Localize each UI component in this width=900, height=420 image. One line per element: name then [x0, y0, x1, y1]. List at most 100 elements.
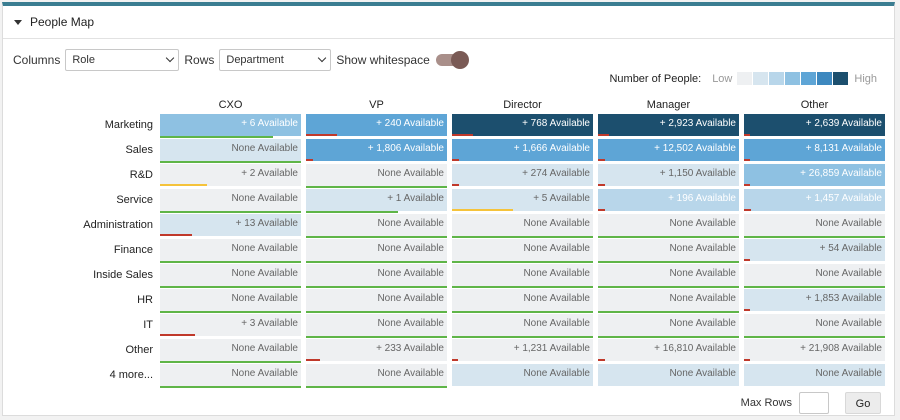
cell-availability-text: None Available	[377, 168, 444, 179]
legend-swatches	[737, 72, 849, 85]
heatmap-cell[interactable]: + 274 Available	[452, 164, 593, 186]
cell-availability-text: None Available	[669, 318, 736, 329]
cell-availability-bar	[598, 184, 606, 186]
heatmap-cell[interactable]: + 1 Available	[306, 189, 447, 213]
heatmap-cell[interactable]: + 1,853 Available	[744, 289, 885, 311]
heatmap-cell[interactable]: + 768 Available	[452, 114, 593, 136]
cell-availability-bar	[598, 209, 606, 211]
cell-availability-text: + 21,908 Available	[800, 343, 882, 354]
heatmap-cell[interactable]: None Available	[598, 214, 739, 238]
heatmap-cell[interactable]: None Available	[160, 239, 301, 263]
show-whitespace-toggle[interactable]	[435, 51, 469, 69]
heatmap-cell[interactable]: + 26,859 Available	[744, 164, 885, 186]
heatmap-cell[interactable]: + 196 Available	[598, 189, 739, 211]
legend-swatch	[801, 72, 817, 85]
cell-availability-bar	[452, 134, 474, 136]
heatmap-cell[interactable]: None Available	[598, 314, 739, 338]
heatmap-cell[interactable]: None Available	[598, 239, 739, 263]
cell-availability-bar	[306, 359, 321, 361]
heatmap-cell[interactable]: None Available	[598, 364, 739, 386]
heatmap-cell[interactable]: None Available	[160, 364, 301, 388]
heatmap-cell[interactable]: None Available	[160, 264, 301, 288]
heatmap-cell[interactable]: None Available	[306, 264, 447, 288]
heatmap-cell[interactable]: None Available	[744, 264, 885, 288]
heatmap-cell[interactable]: + 1,231 Available	[452, 339, 593, 361]
heatmap-cell[interactable]: None Available	[160, 289, 301, 313]
cell-availability-bar	[744, 309, 750, 311]
cell-availability-text: None Available	[523, 218, 590, 229]
cell-availability-text: None Available	[523, 368, 590, 379]
heatmap-cell[interactable]: + 1,806 Available	[306, 139, 447, 161]
cell-availability-text: + 1,231 Available	[513, 343, 590, 354]
heatmap-cell[interactable]: None Available	[598, 289, 739, 313]
heatmap-cell[interactable]: None Available	[160, 139, 301, 163]
cell-availability-bar	[744, 134, 750, 136]
heatmap-cell[interactable]: + 54 Available	[744, 239, 885, 261]
heatmap-cell[interactable]: None Available	[306, 314, 447, 338]
cell-availability-text: None Available	[669, 293, 736, 304]
cell-fill-indicator	[306, 186, 447, 188]
heatmap-cell[interactable]: None Available	[452, 314, 593, 338]
panel-header[interactable]: People Map	[3, 6, 894, 39]
cell-fill-indicator	[160, 136, 273, 138]
heatmap-cell[interactable]: + 240 Available	[306, 114, 447, 136]
max-rows-label: Max Rows	[740, 397, 792, 409]
heatmap-cell[interactable]: + 2,639 Available	[744, 114, 885, 136]
row-label: HR	[137, 294, 153, 306]
cell-fill-indicator	[452, 261, 593, 263]
heatmap-cell[interactable]: + 233 Available	[306, 339, 447, 361]
heatmap-cell[interactable]: None Available	[306, 289, 447, 313]
collapse-caret-icon[interactable]	[14, 19, 22, 25]
heatmap-cell[interactable]: None Available	[306, 164, 447, 188]
heatmap-cell[interactable]: None Available	[160, 339, 301, 363]
heatmap-cell[interactable]: None Available	[160, 189, 301, 213]
cell-fill-indicator	[160, 286, 301, 288]
heatmap-cell[interactable]: None Available	[452, 264, 593, 288]
legend-swatch	[753, 72, 769, 85]
heatmap-cell[interactable]: + 16,810 Available	[598, 339, 739, 361]
max-rows-input[interactable]	[799, 392, 829, 414]
heatmap-cell[interactable]: + 2 Available	[160, 164, 301, 186]
cell-fill-indicator	[160, 361, 301, 363]
cell-availability-text: + 2 Available	[241, 168, 298, 179]
column-header: VP	[369, 99, 384, 111]
heatmap-cell[interactable]: None Available	[306, 239, 447, 263]
cell-availability-text: None Available	[231, 193, 298, 204]
heatmap-cell[interactable]: + 12,502 Available	[598, 139, 739, 161]
heatmap-cell[interactable]: + 3 Available	[160, 314, 301, 336]
heatmap-cell[interactable]: + 2,923 Available	[598, 114, 739, 136]
heatmap-cell[interactable]: + 1,457 Available	[744, 189, 885, 211]
cell-availability-bar	[452, 159, 460, 161]
cell-availability-bar	[598, 134, 610, 136]
go-button[interactable]: Go	[845, 392, 881, 414]
row-label: Inside Sales	[93, 269, 153, 281]
heatmap-cell[interactable]: + 21,908 Available	[744, 339, 885, 361]
heatmap-cell[interactable]: None Available	[744, 214, 885, 238]
cell-fill-indicator	[160, 161, 301, 163]
heatmap-cell[interactable]: + 8,131 Available	[744, 139, 885, 161]
heatmap-cell[interactable]: None Available	[452, 214, 593, 238]
controls-bar: Columns Role Rows Department Show whites…	[13, 48, 469, 72]
heatmap-cell[interactable]: None Available	[598, 264, 739, 288]
columns-label: Columns	[13, 53, 61, 67]
heatmap-cell[interactable]: + 13 Available	[160, 214, 301, 236]
heatmap-cell[interactable]: + 5 Available	[452, 189, 593, 211]
rows-select[interactable]: Department	[219, 49, 332, 71]
heatmap-cell[interactable]: None Available	[744, 314, 885, 338]
heatmap-cell[interactable]: + 1,666 Available	[452, 139, 593, 161]
heatmap-cell[interactable]: None Available	[452, 239, 593, 263]
cell-availability-bar	[744, 159, 750, 161]
cell-availability-text: None Available	[815, 218, 882, 229]
cell-availability-text: + 12,502 Available	[654, 143, 736, 154]
heatmap-cell[interactable]: None Available	[452, 289, 593, 313]
columns-select[interactable]: Role	[65, 49, 180, 71]
heatmap-cell[interactable]: None Available	[744, 364, 885, 386]
cell-availability-text: + 2,923 Available	[659, 118, 736, 129]
heatmap-cell[interactable]: None Available	[306, 214, 447, 238]
heatmap-cell[interactable]: + 6 Available	[160, 114, 301, 138]
row-label: Finance	[113, 244, 153, 256]
heatmap-cell[interactable]: None Available	[452, 364, 593, 386]
heatmap-cell[interactable]: + 1,150 Available	[598, 164, 739, 186]
cell-availability-bar	[598, 359, 606, 361]
heatmap-cell[interactable]: None Available	[306, 364, 447, 388]
